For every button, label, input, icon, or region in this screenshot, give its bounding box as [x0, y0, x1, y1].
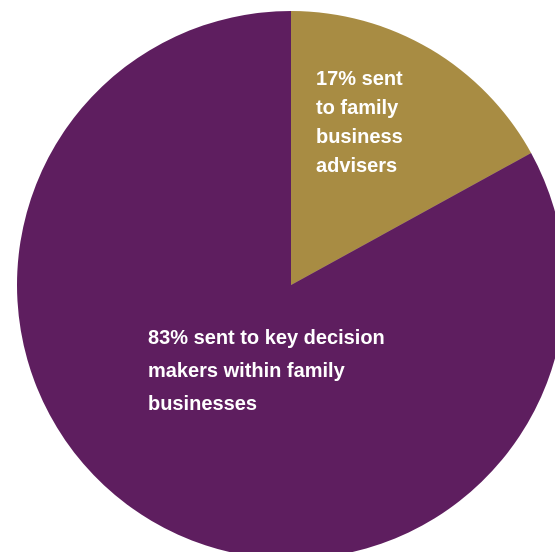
- slice-label-advisers: 17% sent to family business advisers: [316, 68, 408, 177]
- pie-slice-decision-makers: [17, 11, 555, 552]
- pie-slice-advisers: [291, 11, 532, 285]
- pie-slices: [17, 11, 555, 552]
- slice-label-decision-makers: 83% sent to key decision makers within f…: [148, 327, 390, 415]
